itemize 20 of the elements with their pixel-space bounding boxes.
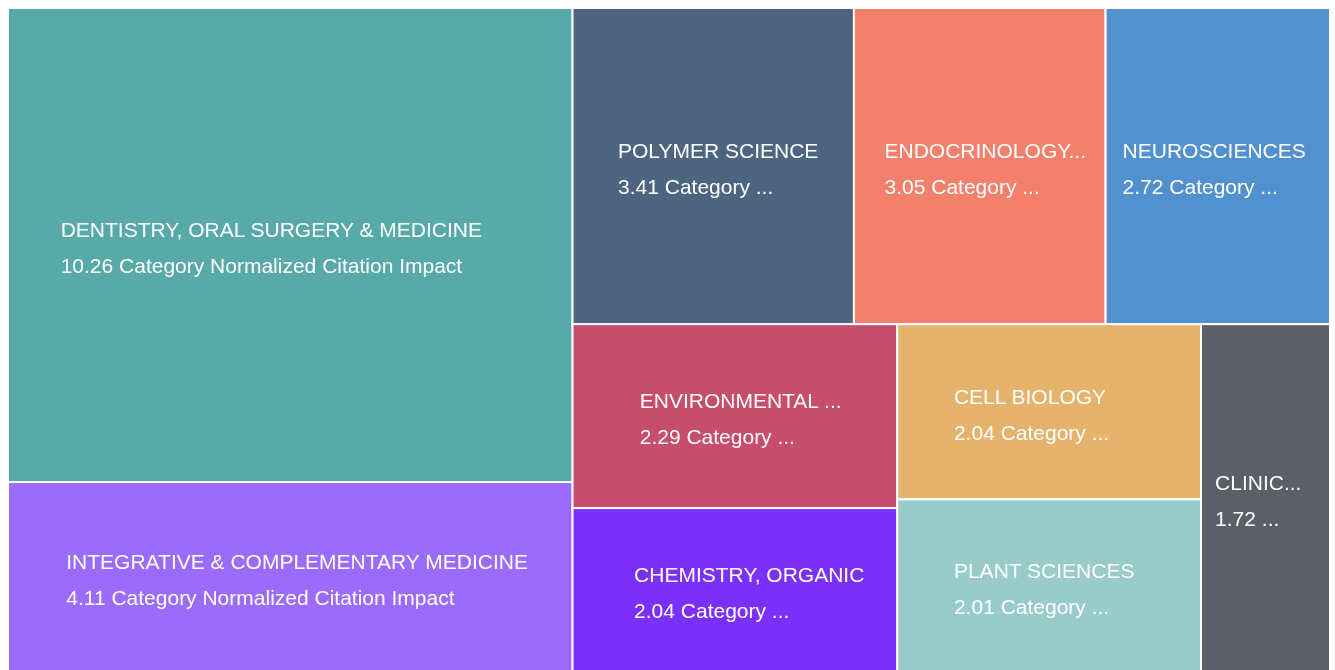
- category-label: CHEMISTRY, ORGANIC: [634, 563, 865, 587]
- data-label: 2.01 Category ...: [953, 594, 1110, 618]
- category-label: ENVIRONMENTAL ...: [639, 389, 842, 413]
- category-label: DENTISTRY, ORAL SURGERY & MEDICINE: [60, 218, 482, 242]
- data-label: 2.04 Category ...: [634, 599, 790, 623]
- category-label: CELL BIOLOGY: [953, 384, 1107, 408]
- data-label: 2.72 Category ...: [1122, 175, 1278, 199]
- category-label: INTEGRATIVE & COMPLEMENTARY MEDICINE: [66, 550, 528, 574]
- data-label: 2.04 Category ...: [953, 420, 1110, 444]
- data-label: 10.26 Category Normalized Citation Impact: [60, 254, 463, 278]
- category-label: CLINIC...: [1215, 471, 1302, 495]
- data-label: 3.41 Category ...: [618, 175, 774, 199]
- category-label: POLYMER SCIENCE: [618, 139, 819, 163]
- data-label: 2.29 Category ...: [639, 425, 795, 449]
- category-label: NEUROSCIENCES: [1122, 139, 1306, 163]
- data-label: 1.72 ...: [1215, 507, 1280, 531]
- category-label: ENDOCRINOLOGY...: [884, 139, 1087, 163]
- data-label: 3.05 Category ...: [884, 175, 1040, 199]
- category-label: PLANT SCIENCES: [953, 558, 1135, 582]
- data-label: 4.11 Category Normalized Citation Impact: [66, 586, 455, 610]
